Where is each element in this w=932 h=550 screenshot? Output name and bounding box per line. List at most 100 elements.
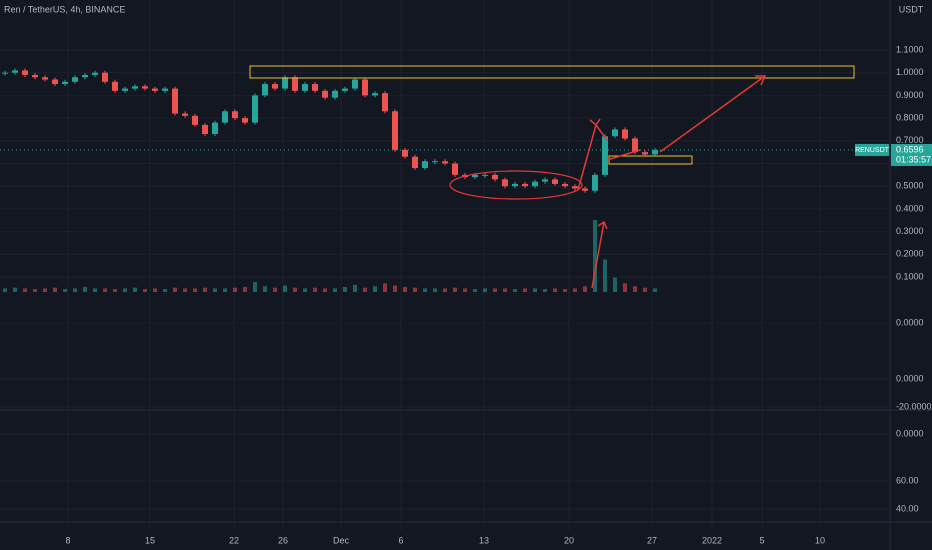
x-tick-label: 15: [145, 535, 155, 545]
volume-bar: [613, 277, 617, 292]
candle: [422, 161, 428, 169]
volume-bar: [393, 285, 397, 292]
candle: [632, 138, 638, 153]
x-tick-label: 8: [65, 535, 70, 545]
volume-bar: [153, 288, 157, 292]
y-tick-label: 0.4000: [896, 203, 924, 213]
last-price-label: 0.6596: [896, 144, 924, 154]
candle: [622, 129, 628, 139]
candle: [62, 81, 68, 85]
candle: [42, 77, 48, 80]
volume-bar: [343, 286, 347, 292]
candle: [512, 183, 518, 187]
volume-bar: [543, 289, 547, 292]
x-tick-label: 6: [398, 535, 403, 545]
candle: [392, 111, 398, 150]
y-tick-label: 0.5000: [896, 181, 924, 191]
x-tick-label: 2022: [702, 535, 722, 545]
x-tick-label: 10: [815, 535, 825, 545]
candle: [562, 183, 568, 187]
x-tick-label: 5: [759, 535, 764, 545]
volume-bar: [213, 288, 217, 292]
x-tick-label: 20: [564, 535, 574, 545]
volume-bar: [533, 288, 537, 292]
volume-bar: [323, 288, 327, 292]
volume-bar: [193, 288, 197, 292]
marks: [2, 68, 658, 292]
candle: [192, 115, 198, 125]
volume-bar: [13, 287, 17, 292]
candle: [252, 95, 258, 123]
resistance-box: [249, 65, 855, 79]
volume-bar: [653, 288, 657, 292]
x-tick-label: Dec: [333, 535, 350, 545]
candle: [492, 174, 498, 180]
candle: [2, 72, 8, 74]
volume-bar: [263, 286, 267, 292]
volume-arrow: [591, 220, 608, 289]
symbol-title: Ren / TetherUS, 4h, BINANCE: [4, 4, 125, 14]
pane-tick-label: 40.00: [896, 503, 919, 513]
candle: [442, 161, 448, 164]
candle: [432, 161, 438, 163]
candle: [212, 122, 218, 134]
candle: [142, 86, 148, 89]
volume-bar: [443, 288, 447, 292]
y-tick-label: 1.1000: [896, 44, 924, 54]
candle: [612, 129, 618, 137]
volume-bar: [643, 287, 647, 292]
volume-bar: [363, 287, 367, 292]
candle: [372, 93, 378, 96]
candle: [452, 163, 458, 175]
volume-bar: [633, 286, 637, 292]
volume-bar: [473, 289, 477, 292]
volume-bar: [513, 289, 517, 292]
volume-bar: [33, 289, 37, 292]
candle: [52, 79, 58, 85]
consolidation-ellipse: [449, 170, 583, 200]
volume-bar: [273, 287, 277, 292]
volume-bar: [143, 289, 147, 292]
volume-bar: [413, 287, 417, 292]
candle: [32, 74, 38, 78]
candle: [502, 179, 508, 187]
volume-bar: [493, 288, 497, 292]
candle: [202, 124, 208, 134]
candle: [412, 156, 418, 169]
candle: [602, 136, 608, 175]
pane-tick-label: 60.00: [896, 475, 919, 485]
volume-bar: [133, 287, 137, 292]
volume-bar: [553, 288, 557, 292]
candle: [532, 181, 538, 187]
volume-bar: [173, 287, 177, 292]
volume-bar: [433, 288, 437, 292]
candle: [112, 81, 118, 91]
volume-bar: [253, 281, 257, 292]
candle: [262, 84, 268, 96]
candle: [82, 74, 88, 78]
volume-bar: [123, 288, 127, 292]
volume-bar: [223, 288, 227, 292]
candle: [542, 179, 548, 182]
volume-bar: [163, 289, 167, 292]
candle: [472, 174, 478, 178]
volume-bar: [233, 287, 237, 292]
x-tick-label: 27: [647, 535, 657, 545]
pane-tick-label: 0.0000: [896, 373, 924, 383]
volume-bar: [243, 286, 247, 292]
candle: [552, 179, 558, 184]
candle: [152, 88, 158, 91]
candle: [12, 70, 18, 73]
volume-bar: [603, 259, 607, 292]
y-tick-label: 0.3000: [896, 226, 924, 236]
volume-bar: [383, 283, 387, 292]
candle: [352, 79, 358, 89]
x-tick-label: 13: [479, 535, 489, 545]
candle: [652, 149, 658, 155]
volume-bar: [183, 288, 187, 292]
candle: [482, 174, 488, 176]
candle: [172, 88, 178, 114]
volume-bar: [503, 288, 507, 292]
candle: [232, 111, 238, 119]
y-tick-label: 0.2000: [896, 249, 924, 259]
